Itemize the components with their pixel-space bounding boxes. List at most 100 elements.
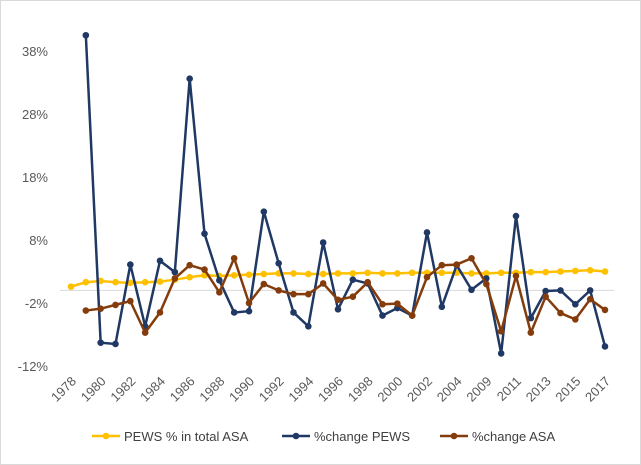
series-layer <box>67 31 609 357</box>
data-point <box>186 273 193 281</box>
legend-swatch-marker <box>450 432 458 440</box>
data-point <box>349 293 357 301</box>
data-point <box>82 307 90 314</box>
data-point <box>512 212 520 220</box>
data-point <box>127 279 134 287</box>
y-tick-label: 8% <box>29 233 48 248</box>
data-point <box>290 290 297 298</box>
y-axis-tick-labels: 38% 28% 18% 8% -2% -12% <box>18 44 49 374</box>
data-point <box>349 276 357 283</box>
data-point <box>601 268 609 275</box>
data-point <box>112 340 119 348</box>
data-point <box>112 301 119 309</box>
legend-label: PEWS % in total ASA <box>124 429 249 444</box>
data-point <box>260 280 268 288</box>
legend-label: %change ASA <box>472 429 555 444</box>
data-point <box>483 270 490 277</box>
data-point <box>230 309 238 316</box>
x-tick-label: 1982 <box>107 374 138 405</box>
x-tick-label: 1980 <box>78 374 109 405</box>
x-tick-label: 1996 <box>315 374 346 405</box>
data-point <box>586 266 594 274</box>
data-point <box>542 287 549 295</box>
data-point <box>186 75 193 83</box>
legend-swatch-marker <box>102 432 110 440</box>
data-point <box>305 290 312 298</box>
x-tick-label: 1992 <box>256 374 287 405</box>
data-point <box>497 328 505 335</box>
x-tick-label: 2013 <box>523 374 554 405</box>
data-point <box>156 309 164 316</box>
data-point <box>453 261 460 268</box>
data-point <box>260 208 268 215</box>
x-tick-label: 2011 <box>494 374 524 404</box>
x-tick-label: 2000 <box>374 374 405 405</box>
y-tick-label: 28% <box>22 107 48 122</box>
x-tick-label: 2002 <box>404 374 435 405</box>
x-tick-label: 2009 <box>463 374 494 405</box>
data-point <box>201 266 208 273</box>
data-point <box>497 350 505 357</box>
data-point <box>305 323 312 330</box>
data-point <box>601 306 609 314</box>
data-point <box>245 307 253 315</box>
data-point <box>349 270 357 277</box>
y-tick-label: 18% <box>22 170 48 185</box>
data-point <box>408 269 416 277</box>
data-point <box>156 257 164 265</box>
data-point <box>319 270 327 278</box>
data-point <box>468 270 475 277</box>
y-tick-label: -2% <box>25 296 49 311</box>
y-tick-label: 38% <box>22 44 48 59</box>
data-point <box>483 280 490 288</box>
data-point <box>216 277 223 284</box>
data-point <box>245 299 253 307</box>
data-point <box>438 303 446 311</box>
data-point <box>586 295 594 303</box>
data-point <box>557 287 564 294</box>
data-point <box>423 229 431 236</box>
data-point <box>112 278 119 286</box>
data-point <box>319 239 327 246</box>
data-point <box>438 269 446 277</box>
data-point <box>334 296 342 304</box>
data-point <box>334 306 342 313</box>
data-point <box>572 316 579 323</box>
data-point <box>527 268 535 276</box>
data-point <box>572 267 579 275</box>
data-point <box>364 278 371 286</box>
y-tick-label: -12% <box>18 359 49 374</box>
data-point <box>127 261 134 268</box>
data-point <box>557 309 564 317</box>
legend-label: %change PEWS <box>314 429 410 444</box>
data-point <box>468 254 475 262</box>
data-point <box>201 230 208 237</box>
data-point <box>601 343 609 350</box>
legend-item: %change ASA <box>440 429 555 444</box>
legend-item: %change PEWS <box>282 429 410 444</box>
data-point <box>156 278 164 285</box>
data-point <box>512 272 520 280</box>
data-point <box>527 329 535 336</box>
x-axis-tick-labels: 1978198019821984198619881990199219941996… <box>48 374 613 405</box>
data-point <box>82 31 90 39</box>
x-tick-label: 1994 <box>285 374 316 405</box>
data-point <box>586 287 594 294</box>
data-point <box>438 261 446 269</box>
data-point <box>305 270 312 278</box>
x-tick-label: 2004 <box>434 374 465 405</box>
data-point <box>408 312 416 319</box>
x-tick-label: 2015 <box>552 374 583 405</box>
data-point <box>97 339 104 346</box>
data-point <box>82 278 90 286</box>
x-tick-label: 1978 <box>48 374 79 405</box>
x-tick-label: 1984 <box>137 374 168 405</box>
data-point <box>423 273 431 281</box>
data-point <box>542 268 549 276</box>
x-tick-label: 1988 <box>196 374 227 405</box>
series-2 <box>82 31 609 357</box>
data-point <box>275 260 282 267</box>
data-point <box>557 268 564 275</box>
series-3 <box>82 254 609 336</box>
